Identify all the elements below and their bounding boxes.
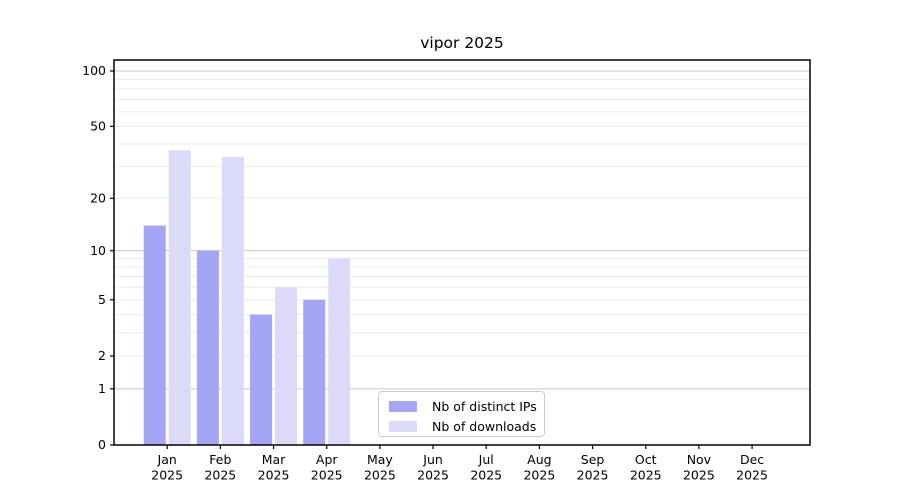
x-tick-label: Jul 2025 [470, 452, 502, 483]
legend-label-distinct-ips: Nb of distinct IPs [432, 399, 537, 414]
legend: Nb of distinct IPs Nb of downloads [378, 391, 545, 437]
y-tick-label: 20 [90, 190, 106, 205]
legend-swatch-distinct-ips [389, 401, 417, 412]
x-tick-label: Sep 2025 [577, 452, 609, 483]
y-tick-label: 10 [90, 243, 106, 258]
x-tick-label: Aug 2025 [523, 452, 555, 483]
bar-distinct-ips [143, 225, 166, 445]
plot-frame [113, 59, 811, 446]
bar-distinct-ips [196, 250, 219, 445]
bar-distinct-ips [303, 299, 326, 445]
chart-title: vipor 2025 [420, 34, 504, 52]
y-tick-label: 50 [90, 119, 106, 134]
bar-downloads [328, 258, 351, 445]
y-tick-label: 2 [98, 348, 106, 363]
legend-item-distinct-ips: Nb of distinct IPs [389, 398, 537, 415]
y-tick-label: 100 [82, 63, 106, 78]
x-tick-label: May 2025 [364, 452, 396, 483]
bar-downloads [275, 287, 298, 445]
x-tick-label: Mar 2025 [258, 452, 290, 483]
x-tick-label: Nov 2025 [683, 452, 715, 483]
bar-downloads [168, 150, 191, 445]
x-tick-label: Jan 2025 [151, 452, 183, 483]
x-tick-label: Oct 2025 [630, 452, 662, 483]
x-tick-label: Dec 2025 [736, 452, 768, 483]
legend-label-downloads: Nb of downloads [432, 419, 537, 434]
legend-item-downloads: Nb of downloads [389, 418, 536, 435]
x-tick-label: Feb 2025 [204, 452, 236, 483]
y-tick-label: 0 [98, 437, 106, 452]
legend-swatch-downloads [389, 421, 417, 432]
x-tick-label: Jun 2025 [417, 452, 449, 483]
x-tick-label: Apr 2025 [311, 452, 343, 483]
bar-distinct-ips [250, 314, 273, 445]
y-tick-label: 5 [98, 292, 106, 307]
bar-downloads [221, 156, 244, 446]
y-tick-label: 1 [98, 381, 106, 396]
